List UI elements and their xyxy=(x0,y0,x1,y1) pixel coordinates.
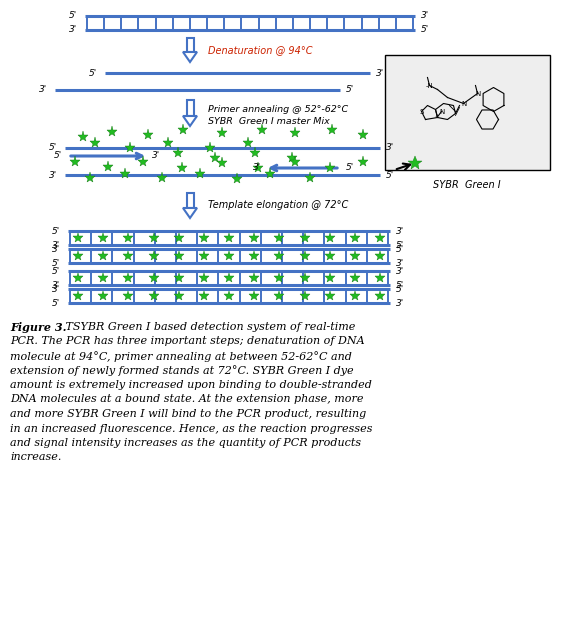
Text: 5': 5' xyxy=(69,12,77,21)
Bar xyxy=(186,100,194,116)
Text: increase.: increase. xyxy=(10,453,61,462)
Text: 3': 3' xyxy=(396,227,404,236)
Text: extension of newly formed stands at 72°C. SYBR Green I dye: extension of newly formed stands at 72°C… xyxy=(10,365,354,376)
Text: in an increased fluorescence. Hence, as the reaction progresses: in an increased fluorescence. Hence, as … xyxy=(10,424,372,433)
Text: 5': 5' xyxy=(52,299,60,308)
Text: 5': 5' xyxy=(396,281,404,290)
Text: 3': 3' xyxy=(421,12,429,21)
Text: 3': 3' xyxy=(396,299,404,308)
Text: 3': 3' xyxy=(376,69,384,78)
Text: SYBR  Green I: SYBR Green I xyxy=(433,180,501,190)
Text: SYBR  Green I master Mix: SYBR Green I master Mix xyxy=(208,116,329,125)
Text: molecule at 94°C, primer annealing at between 52-62°C and: molecule at 94°C, primer annealing at be… xyxy=(10,351,352,362)
Text: 5': 5' xyxy=(49,144,57,153)
Text: 3': 3' xyxy=(396,266,404,275)
Text: amount is extremely increased upon binding to double-stranded: amount is extremely increased upon bindi… xyxy=(10,380,372,390)
Text: 5': 5' xyxy=(52,259,60,268)
Text: 3': 3' xyxy=(49,171,57,180)
Bar xyxy=(186,38,194,52)
Polygon shape xyxy=(183,208,197,218)
Text: 3': 3' xyxy=(386,144,394,153)
Text: N: N xyxy=(439,108,444,114)
Polygon shape xyxy=(183,116,197,126)
Text: 3': 3' xyxy=(52,281,60,290)
Text: Primer annealing @ 52°-62°C: Primer annealing @ 52°-62°C xyxy=(208,105,348,114)
Text: Figure 3.: Figure 3. xyxy=(10,322,66,333)
Text: 5': 5' xyxy=(54,152,62,160)
Text: 3': 3' xyxy=(253,164,261,173)
Text: 3': 3' xyxy=(152,152,160,160)
Text: 3': 3' xyxy=(52,245,60,254)
Text: S: S xyxy=(419,108,423,114)
Text: and signal intensity increases as the quantity of PCR products: and signal intensity increases as the qu… xyxy=(10,438,361,448)
Text: 5': 5' xyxy=(421,26,429,35)
Text: N: N xyxy=(461,101,466,107)
Text: 5': 5' xyxy=(386,171,394,180)
Text: 5': 5' xyxy=(52,266,60,275)
Text: 5': 5' xyxy=(89,69,97,78)
Text: +: + xyxy=(434,114,439,119)
Text: 3': 3' xyxy=(39,85,47,94)
Text: 5': 5' xyxy=(52,227,60,236)
Text: 5': 5' xyxy=(396,241,404,250)
Text: -N: -N xyxy=(426,83,433,89)
Text: Denaturation @ 94°C: Denaturation @ 94°C xyxy=(208,45,312,55)
Text: 3': 3' xyxy=(396,259,404,268)
Text: DNA molecules at a bound state. At the extension phase, more: DNA molecules at a bound state. At the e… xyxy=(10,394,363,404)
Text: 3': 3' xyxy=(52,241,60,250)
Text: 5': 5' xyxy=(396,245,404,254)
Text: 5': 5' xyxy=(396,284,404,293)
Text: PCR. The PCR has three important steps; denaturation of DNA: PCR. The PCR has three important steps; … xyxy=(10,336,364,347)
Text: 3': 3' xyxy=(69,26,77,35)
Text: TSYBR Green I based detection system of real-time: TSYBR Green I based detection system of … xyxy=(62,322,355,332)
Bar xyxy=(385,55,550,170)
Text: 3': 3' xyxy=(52,284,60,293)
Polygon shape xyxy=(183,52,197,62)
Text: and more SYBR Green I will bind to the PCR product, resulting: and more SYBR Green I will bind to the P… xyxy=(10,409,366,419)
Text: N: N xyxy=(475,91,480,96)
Text: 5': 5' xyxy=(346,85,354,94)
Text: 5': 5' xyxy=(346,164,354,173)
Text: Template elongation @ 72°C: Template elongation @ 72°C xyxy=(208,200,348,210)
Bar xyxy=(186,193,194,208)
